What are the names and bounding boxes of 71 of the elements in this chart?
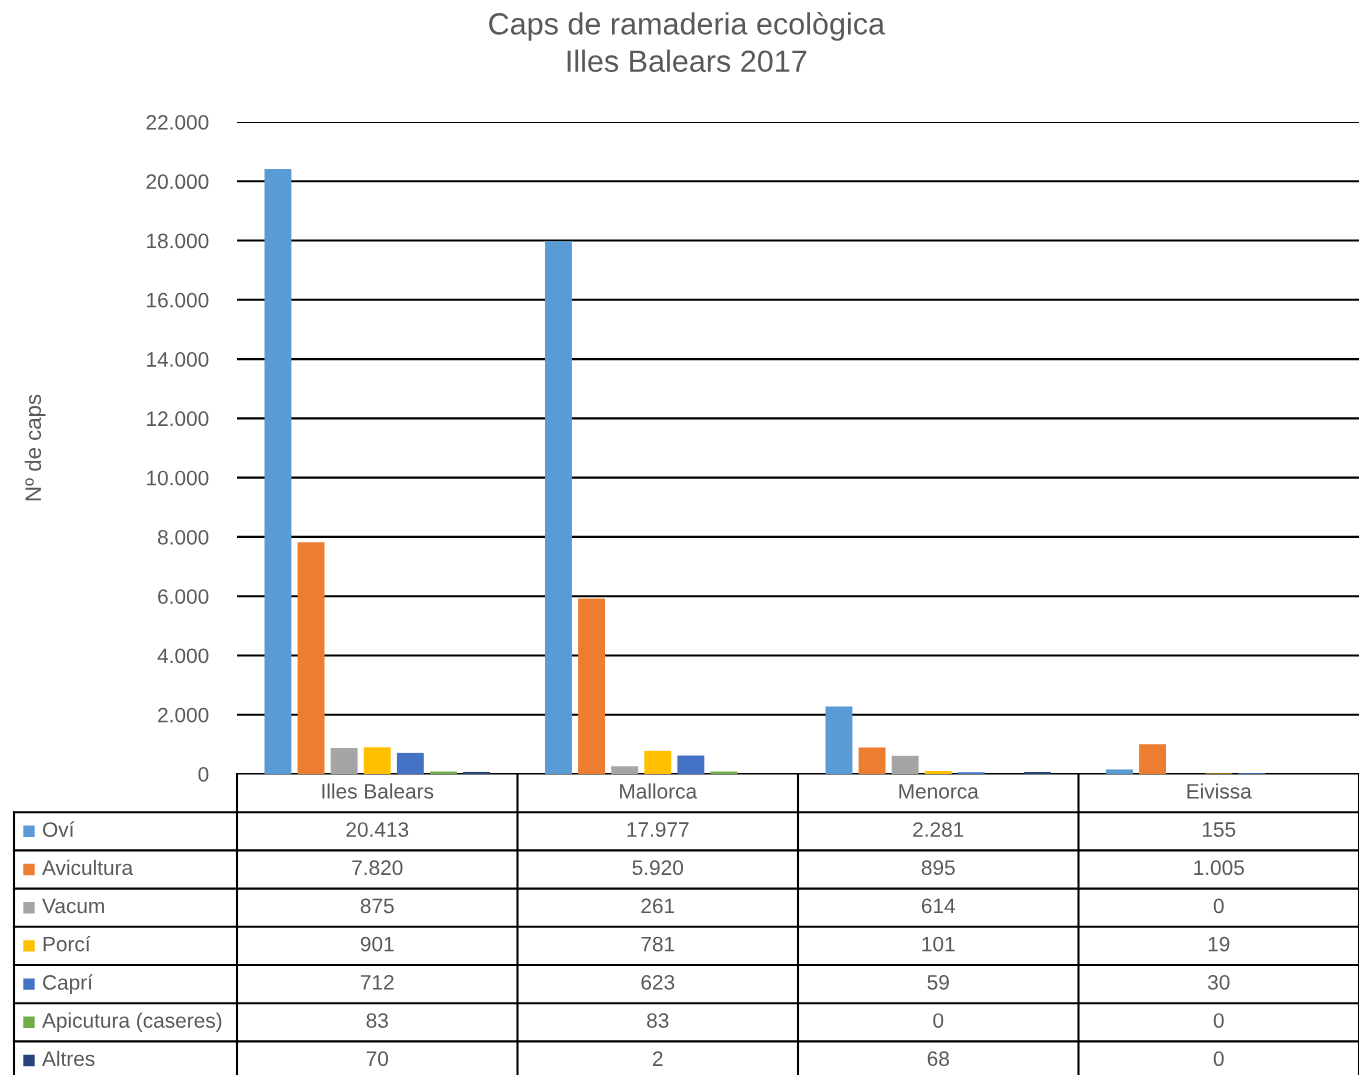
bar	[677, 755, 705, 774]
data-label: 623	[641, 974, 675, 990]
data-label: 19	[1208, 936, 1230, 952]
data-label: 83	[366, 1013, 388, 1028]
data-label: 59	[927, 974, 949, 990]
data-label: 5.920	[632, 860, 683, 876]
data-label: 0	[1213, 898, 1224, 914]
y-tick-label: 2.000	[158, 707, 209, 723]
y-tick-label: 22.000	[146, 115, 209, 130]
bar	[891, 755, 919, 774]
data-label: 70	[366, 1051, 389, 1067]
y-tick-label: 6.000	[158, 589, 209, 604]
data-label: 895	[921, 860, 955, 876]
data-label: 83	[647, 1013, 669, 1028]
bar	[858, 747, 886, 774]
x-tick-label: Eivissa	[1187, 783, 1252, 799]
bar	[924, 771, 952, 774]
bar	[1024, 771, 1052, 774]
y-axis-title: Nº de caps	[24, 394, 46, 501]
bar	[644, 750, 672, 774]
bar	[1105, 769, 1133, 774]
data-label: 614	[921, 898, 956, 914]
bar	[611, 766, 639, 774]
legend-label: Altres	[42, 1050, 95, 1067]
y-tick-label: 0	[198, 767, 209, 782]
y-tick-label: 18.000	[147, 233, 209, 249]
bar	[825, 706, 853, 774]
data-label: 155	[1202, 822, 1236, 837]
x-tick-label: Illes Balears	[322, 783, 434, 799]
data-label: 2	[653, 1051, 663, 1066]
legend-label: Porcí	[43, 935, 91, 952]
data-label: 261	[641, 898, 675, 914]
data-label: 2.281	[913, 822, 964, 837]
bar	[578, 598, 606, 774]
data-label: 7.820	[352, 860, 403, 876]
bar	[297, 542, 325, 774]
x-tick-label: Menorca	[899, 784, 979, 799]
bar	[264, 169, 292, 774]
data-label: 1.005	[1194, 860, 1244, 876]
bar	[363, 747, 391, 774]
data-label: 68	[927, 1051, 949, 1067]
data-label: 17.977	[627, 822, 689, 837]
legend-label: Vacum	[42, 898, 104, 914]
data-label: 875	[360, 898, 394, 914]
y-tick-label: 12.000	[147, 411, 209, 427]
legend-label: Avicultura	[42, 859, 134, 876]
y-tick-label: 8.000	[158, 529, 209, 545]
data-label: 712	[360, 974, 394, 990]
bar	[544, 241, 572, 774]
data-label: 0	[1213, 1013, 1224, 1028]
data-label: 0	[1213, 1051, 1224, 1067]
data-label: 30	[1207, 974, 1230, 990]
data-label: 20.413	[346, 822, 409, 837]
x-tick-label: Mallorca	[620, 783, 698, 799]
legend-label: Oví	[42, 821, 75, 837]
legend-label: Caprí	[43, 974, 93, 994]
bar	[1139, 744, 1167, 774]
bar	[396, 752, 424, 774]
data-label: 901	[360, 936, 394, 952]
y-tick-label: 20.000	[146, 174, 209, 190]
y-tick-label: 4.000	[157, 648, 209, 664]
bar	[330, 748, 358, 774]
chart-title: Caps de ramaderia ecològica Illes Balears 2017	[489, 11, 886, 73]
data-label: 101	[922, 936, 955, 952]
y-tick-label: 10.000	[147, 470, 209, 486]
y-tick-label: 14.000	[147, 352, 209, 367]
data-label: 0	[933, 1013, 944, 1028]
data-label: 781	[641, 936, 675, 952]
y-tick-label: 16.000	[147, 292, 209, 308]
legend-label: Apicutura (caseres)	[42, 1012, 222, 1033]
bar	[463, 771, 491, 774]
